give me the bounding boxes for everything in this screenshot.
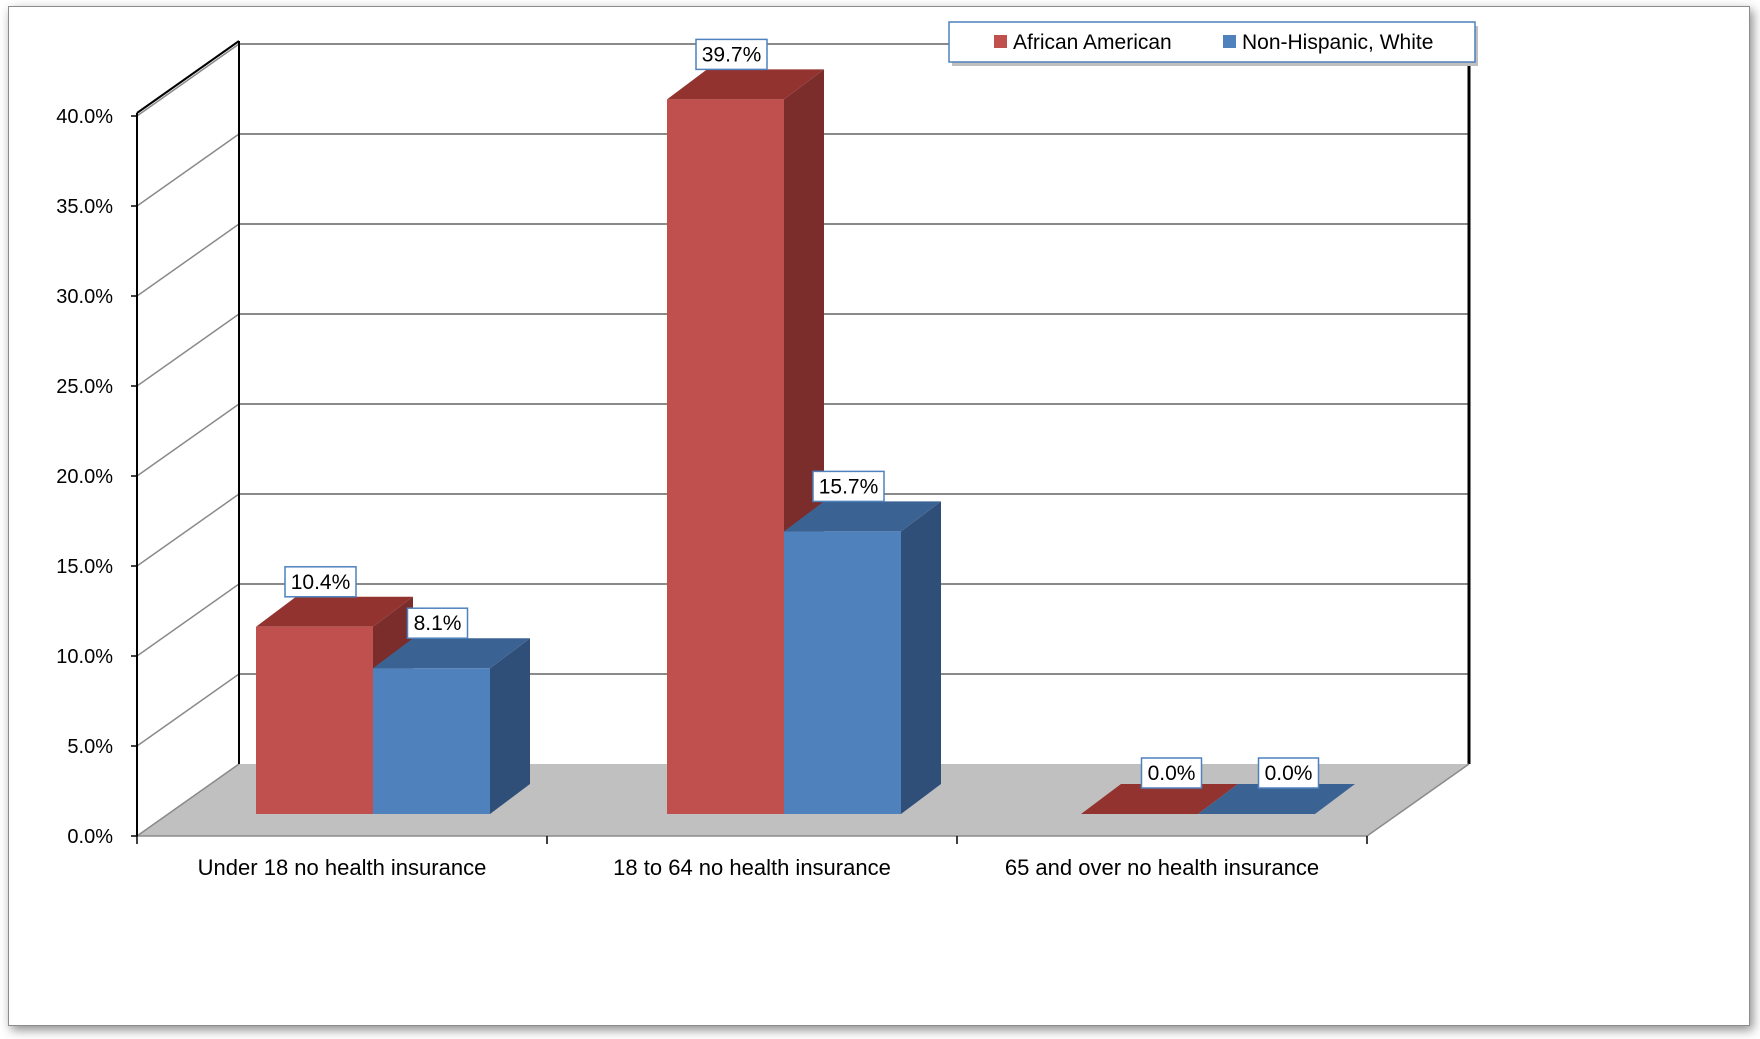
y-tick-label: 35.0% bbox=[56, 196, 113, 218]
y-axis-top-diagonal bbox=[136, 40, 240, 114]
bar-top-face bbox=[1198, 784, 1355, 814]
y-tick-label: 40.0% bbox=[56, 106, 113, 128]
data-label-box bbox=[812, 470, 885, 503]
bar bbox=[667, 99, 784, 814]
side-wall-gridline bbox=[136, 133, 240, 207]
bar-side-face bbox=[901, 501, 941, 814]
data-label: 10.4% bbox=[291, 571, 351, 594]
side-wall-gridline bbox=[136, 403, 240, 477]
bar-top-face bbox=[784, 501, 941, 532]
x-category-label: Under 18 no health insurance bbox=[198, 855, 487, 880]
y-tick-label: 5.0% bbox=[67, 736, 113, 758]
data-label: 15.7% bbox=[819, 475, 879, 498]
data-label: 8.1% bbox=[414, 612, 462, 635]
bar bbox=[373, 668, 490, 814]
legend-label: Non-Hispanic, White bbox=[1242, 31, 1433, 54]
legend-swatch bbox=[1223, 35, 1236, 48]
chart-frame: 0.0% 5.0% 10.0% 15.0% 20.0% 25.0% 30.0% 35.0% 40… bbox=[8, 6, 1750, 1026]
side-wall-gridline bbox=[136, 43, 240, 117]
side-wall-gridline bbox=[136, 763, 240, 837]
data-label-box bbox=[284, 566, 357, 598]
side-wall-gridline bbox=[136, 673, 240, 747]
side-wall-gridline bbox=[136, 223, 240, 297]
y-tick-label: 15.0% bbox=[56, 556, 113, 578]
bar-side-face bbox=[490, 638, 530, 814]
y-tick-label: 20.0% bbox=[56, 466, 113, 488]
bar-top-face bbox=[667, 69, 824, 100]
floor-right-edge bbox=[1366, 763, 1470, 837]
data-label: 0.0% bbox=[1265, 762, 1313, 785]
side-wall-gridline bbox=[136, 313, 240, 387]
x-category-label: 18 to 64 no health insurance bbox=[613, 855, 891, 880]
y-tick-label: 30.0% bbox=[56, 286, 113, 308]
y-tick-label: 25.0% bbox=[56, 376, 113, 398]
data-label-box bbox=[1140, 757, 1203, 789]
legend-swatch bbox=[994, 35, 1007, 48]
data-label-box bbox=[1257, 757, 1320, 789]
bar-top-face bbox=[256, 596, 413, 627]
data-label: 0.0% bbox=[1148, 762, 1196, 785]
side-wall-gridline bbox=[136, 583, 240, 657]
data-label: 39.7% bbox=[702, 43, 762, 66]
legend bbox=[948, 21, 1476, 63]
data-label-box bbox=[406, 607, 469, 639]
side-wall-gridline bbox=[136, 493, 240, 567]
legend-label: African American bbox=[1013, 31, 1172, 54]
chart-svg: 0.0% 5.0% 10.0% 15.0% 20.0% 25.0% 30.0% 35.0% 40… bbox=[56, 21, 1478, 880]
x-category-label: 65 and over no health insurance bbox=[1005, 855, 1319, 880]
data-label-box bbox=[695, 38, 768, 71]
y-tick-label: 10.0% bbox=[56, 646, 113, 668]
bar-top-face bbox=[1081, 784, 1238, 814]
bar-top-face bbox=[373, 638, 530, 669]
y-tick-label: 0.0% bbox=[67, 826, 113, 848]
bar bbox=[784, 531, 901, 814]
bar bbox=[256, 626, 373, 814]
